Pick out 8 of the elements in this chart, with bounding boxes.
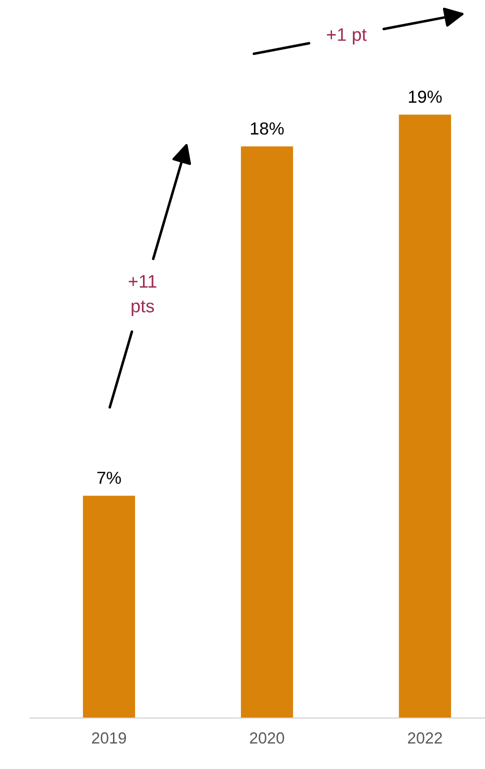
- x-tick-label: 2019: [92, 732, 126, 744]
- data-label: 19%: [408, 90, 442, 103]
- data-label: 18%: [250, 122, 284, 135]
- text: +1 pt: [326, 28, 367, 45]
- annotation: +11 pts: [128, 275, 156, 316]
- x-tick-label: 2022: [408, 732, 442, 744]
- data-label: 7%: [97, 472, 121, 484]
- x-tick-label: 2020: [250, 732, 284, 744]
